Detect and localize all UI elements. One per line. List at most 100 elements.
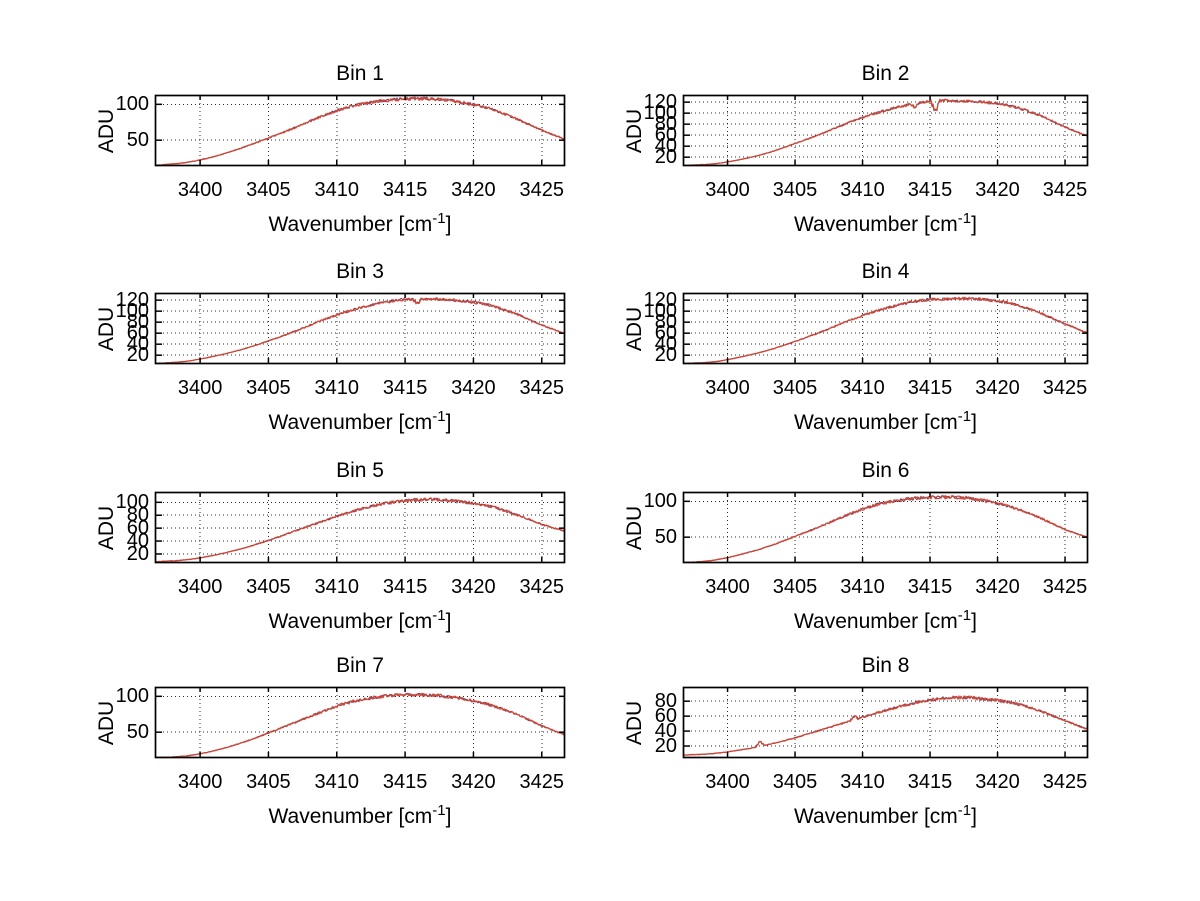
x-tick-label: 3415 — [907, 179, 953, 201]
axes-box — [682, 686, 1089, 759]
x-axis-label-close: ] — [971, 411, 977, 434]
x-axis-label-base: Wavenumber [cm — [794, 411, 958, 434]
x-axis-label-close: ] — [971, 805, 977, 828]
x-tick-label: 3410 — [840, 179, 885, 201]
x-axis-label: Wavenumber [cm-1] — [726, 607, 1046, 634]
x-axis-label-base: Wavenumber [cm — [268, 213, 433, 236]
x-axis-label: Wavenumber [cm-1] — [200, 210, 520, 237]
y-tick-label: 80 — [654, 113, 677, 136]
x-axis-label: Wavenumber [cm-1] — [200, 408, 520, 435]
axes-box — [682, 292, 1089, 365]
y-tick-label: 80 — [654, 311, 677, 334]
x-tick-label: 3425 — [519, 576, 565, 598]
y-tick-label: 120 — [643, 91, 677, 114]
x-axis-label-close: ] — [445, 213, 452, 236]
x-tick-label: 3425 — [519, 771, 565, 793]
series-secondary-line — [154, 497, 566, 563]
y-tick-label: 60 — [126, 322, 149, 345]
x-tick-label: 3405 — [772, 179, 818, 201]
x-tick-label: 3410 — [314, 377, 360, 399]
subplot-bin-4: Bin 4 ADU 20 40 60 80 100 120 3400 3405 3410 3415 34… — [623, 260, 1089, 434]
series-primary-line — [682, 695, 1089, 756]
x-axis-label-base: Wavenumber [cm — [268, 805, 433, 828]
series-primary-line — [683, 296, 1089, 364]
x-tick-label: 3420 — [975, 179, 1020, 201]
x-tick-label: 3415 — [382, 771, 428, 793]
x-tick-label: 3405 — [246, 576, 291, 598]
plot-canvas — [682, 686, 1089, 759]
x-axis-label-close: ] — [971, 610, 977, 633]
x-axis-label-base: Wavenumber [cm — [268, 411, 433, 434]
x-tick-label: 3425 — [1042, 377, 1088, 399]
x-tick-label: 3410 — [840, 576, 885, 598]
y-tick-label: 80 — [654, 690, 677, 713]
plot-title: Bin 8 — [861, 654, 910, 677]
plot-title: Bin 3 — [336, 260, 384, 283]
x-tick-label: 3420 — [451, 179, 496, 201]
x-tick-label: 3415 — [382, 179, 428, 201]
y-tick-label: 40 — [654, 720, 677, 743]
x-axis-label: Wavenumber [cm-1] — [726, 802, 1046, 829]
plot-title: Bin 7 — [336, 654, 384, 677]
y-tick-label: 120 — [643, 289, 677, 312]
x-tick-label: 3405 — [772, 771, 818, 793]
x-tick-label: 3400 — [705, 771, 750, 793]
y-tick-label: 100 — [643, 490, 677, 513]
x-tick-label: 3425 — [519, 179, 565, 201]
axes-box — [154, 686, 566, 759]
series-primary-line — [155, 297, 566, 364]
y-tick-label: 80 — [126, 504, 149, 527]
y-tick-label: 20 — [126, 344, 149, 367]
x-tick-label: 3400 — [177, 771, 223, 793]
x-tick-label: 3420 — [451, 576, 496, 598]
subplot-bin-1: Bin 1 ADU 50 100 3400 3405 3410 3415 3420 3425 Wav… — [95, 62, 566, 236]
x-tick-label: 3400 — [177, 377, 223, 399]
y-tick-label: 100 — [643, 300, 677, 323]
x-tick-label: 3400 — [705, 179, 750, 201]
x-tick-label: 3425 — [1042, 576, 1088, 598]
x-tick-label: 3400 — [705, 576, 750, 598]
series-secondary-line — [683, 494, 1089, 563]
x-tick-label: 3405 — [246, 771, 291, 793]
x-tick-label: 3410 — [314, 576, 360, 598]
plot-title: Bin 5 — [336, 459, 384, 482]
axes-box — [154, 94, 566, 167]
plot-canvas — [154, 292, 566, 365]
x-tick-label: 3415 — [907, 771, 953, 793]
x-tick-label: 3425 — [519, 377, 565, 399]
x-axis-label-base: Wavenumber [cm — [268, 610, 433, 633]
y-tick-label: 40 — [654, 333, 677, 356]
x-axis-label-sup: -1 — [957, 607, 972, 624]
axes-box — [154, 292, 566, 365]
x-tick-label: 3420 — [975, 377, 1020, 399]
y-tick-label: 100 — [115, 491, 149, 514]
x-axis-label-base: Wavenumber [cm — [794, 610, 958, 633]
x-axis-label-close: ] — [971, 213, 977, 236]
y-tick-label: 100 — [643, 102, 677, 125]
x-axis-label-close: ] — [445, 610, 452, 633]
plot-canvas — [682, 491, 1089, 564]
y-tick-label: 40 — [654, 135, 677, 158]
x-tick-label: 3405 — [772, 377, 818, 399]
plot-canvas — [682, 292, 1089, 365]
y-tick-label: 50 — [126, 721, 149, 744]
y-tick-label: 20 — [126, 542, 149, 565]
x-axis-label: Wavenumber [cm-1] — [200, 802, 520, 829]
plot-canvas — [154, 686, 566, 759]
y-tick-label: 100 — [115, 300, 149, 323]
y-tick-label: 40 — [126, 530, 149, 553]
y-tick-label: 120 — [115, 289, 149, 312]
y-tick-label: 60 — [654, 322, 677, 345]
series-primary-line — [154, 96, 566, 166]
x-axis-label-close: ] — [445, 411, 452, 434]
x-axis-label-sup: -1 — [432, 802, 446, 819]
x-axis-label: Wavenumber [cm-1] — [726, 408, 1046, 435]
x-axis-label: Wavenumber [cm-1] — [200, 607, 520, 634]
subplot-bin-3: Bin 3 ADU 20 40 60 80 100 120 3400 3405 3410 3415 34… — [95, 260, 566, 434]
series-primary-line — [154, 497, 566, 563]
subplot-bin-5: Bin 5 ADU 20 40 60 80 100 3400 3405 3410 3415 3420 3… — [95, 459, 566, 633]
y-tick-label: 50 — [654, 526, 677, 549]
x-tick-label: 3405 — [246, 179, 291, 201]
x-tick-label: 3400 — [705, 377, 750, 399]
